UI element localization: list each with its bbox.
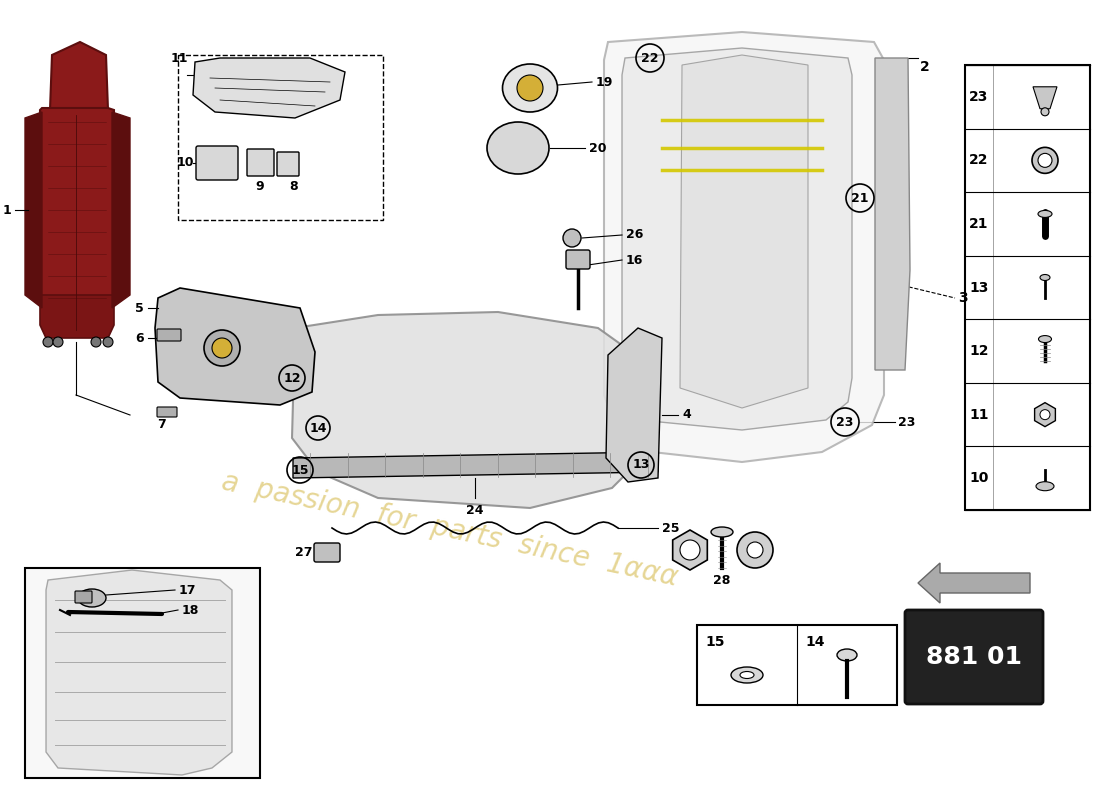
Text: 15: 15 <box>292 463 309 477</box>
Circle shape <box>680 540 700 560</box>
Text: 14: 14 <box>309 422 327 434</box>
FancyBboxPatch shape <box>157 329 182 341</box>
Ellipse shape <box>1036 482 1054 490</box>
Polygon shape <box>292 312 652 508</box>
Polygon shape <box>680 55 808 408</box>
Text: 881 01: 881 01 <box>926 645 1022 669</box>
Circle shape <box>212 338 232 358</box>
Text: 23: 23 <box>898 415 915 429</box>
FancyBboxPatch shape <box>566 250 590 269</box>
Polygon shape <box>40 295 114 338</box>
Text: 1: 1 <box>2 203 11 217</box>
Text: 23: 23 <box>836 415 854 429</box>
Polygon shape <box>874 58 910 370</box>
Ellipse shape <box>78 589 106 607</box>
Text: 10: 10 <box>176 157 194 170</box>
Polygon shape <box>606 328 662 482</box>
Ellipse shape <box>1040 274 1050 281</box>
Polygon shape <box>50 42 108 110</box>
Text: 24: 24 <box>466 504 484 517</box>
Text: 14: 14 <box>805 635 825 649</box>
Ellipse shape <box>1038 335 1052 342</box>
Text: 27: 27 <box>295 546 312 558</box>
FancyBboxPatch shape <box>314 543 340 562</box>
Polygon shape <box>25 112 42 308</box>
Text: 13: 13 <box>969 281 989 294</box>
Text: 11: 11 <box>170 51 188 65</box>
Polygon shape <box>1033 86 1057 109</box>
FancyBboxPatch shape <box>25 568 260 778</box>
Circle shape <box>1038 154 1052 167</box>
FancyBboxPatch shape <box>697 625 896 705</box>
Text: 11: 11 <box>969 408 989 422</box>
Text: 2: 2 <box>920 60 929 74</box>
Circle shape <box>43 337 53 347</box>
Ellipse shape <box>837 649 857 661</box>
Ellipse shape <box>487 122 549 174</box>
Text: 20: 20 <box>588 142 606 154</box>
Circle shape <box>1040 410 1050 420</box>
Polygon shape <box>1035 402 1055 426</box>
Text: 23: 23 <box>969 90 989 104</box>
Ellipse shape <box>711 527 733 537</box>
Text: 26: 26 <box>626 229 644 242</box>
Text: a  passion  for  parts  since  1ααα: a passion for parts since 1ααα <box>219 468 681 592</box>
Text: 7: 7 <box>157 418 166 431</box>
Circle shape <box>563 229 581 247</box>
Polygon shape <box>46 570 232 775</box>
FancyBboxPatch shape <box>965 65 1090 510</box>
Text: 6: 6 <box>135 331 144 345</box>
Text: 15: 15 <box>705 635 725 649</box>
FancyBboxPatch shape <box>277 152 299 176</box>
FancyBboxPatch shape <box>157 407 177 417</box>
Text: 19: 19 <box>596 75 614 89</box>
Text: 4: 4 <box>682 409 691 422</box>
Polygon shape <box>192 58 345 118</box>
Polygon shape <box>604 32 884 462</box>
Circle shape <box>91 337 101 347</box>
Text: 13: 13 <box>632 458 650 471</box>
Text: 17: 17 <box>179 583 197 597</box>
Text: 3: 3 <box>958 291 968 305</box>
FancyBboxPatch shape <box>248 149 274 176</box>
Polygon shape <box>293 452 658 478</box>
Circle shape <box>103 337 113 347</box>
Ellipse shape <box>732 667 763 683</box>
Text: 12: 12 <box>969 344 989 358</box>
Polygon shape <box>918 563 1030 603</box>
Polygon shape <box>155 288 315 405</box>
Circle shape <box>53 337 63 347</box>
Circle shape <box>204 330 240 366</box>
Text: 9: 9 <box>255 180 264 193</box>
Text: 21: 21 <box>969 217 989 231</box>
Circle shape <box>517 75 543 101</box>
Circle shape <box>1032 147 1058 174</box>
Polygon shape <box>112 112 130 308</box>
FancyBboxPatch shape <box>75 591 92 603</box>
Ellipse shape <box>740 671 754 678</box>
Circle shape <box>737 532 773 568</box>
FancyBboxPatch shape <box>196 146 238 180</box>
Text: 25: 25 <box>662 522 680 534</box>
Polygon shape <box>673 530 707 570</box>
Circle shape <box>747 542 763 558</box>
Text: 28: 28 <box>713 574 730 587</box>
Polygon shape <box>621 48 852 430</box>
Text: 12: 12 <box>284 371 300 385</box>
Text: 5: 5 <box>135 302 144 314</box>
Text: 18: 18 <box>182 603 199 617</box>
Text: 21: 21 <box>851 191 869 205</box>
Text: 22: 22 <box>641 51 659 65</box>
Ellipse shape <box>503 64 558 112</box>
Text: 10: 10 <box>969 471 989 486</box>
Ellipse shape <box>1038 210 1052 218</box>
Text: 16: 16 <box>626 254 644 266</box>
Polygon shape <box>40 108 114 318</box>
FancyBboxPatch shape <box>905 610 1043 704</box>
Text: 8: 8 <box>289 180 298 193</box>
Text: 22: 22 <box>969 154 989 167</box>
Circle shape <box>1041 108 1049 116</box>
